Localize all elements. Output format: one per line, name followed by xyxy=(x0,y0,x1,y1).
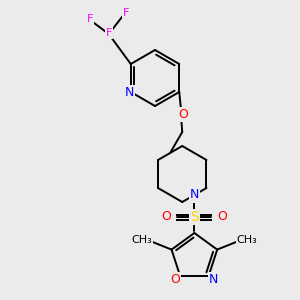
Text: O: O xyxy=(218,211,227,224)
Text: F: F xyxy=(87,14,93,24)
Text: S: S xyxy=(190,210,199,224)
Text: N: N xyxy=(209,273,218,286)
Text: CH₃: CH₃ xyxy=(131,235,152,244)
Text: O: O xyxy=(170,273,180,286)
Text: F: F xyxy=(106,28,112,38)
Text: F: F xyxy=(123,8,129,18)
Text: O: O xyxy=(178,107,188,121)
Text: N: N xyxy=(190,188,199,202)
Text: N: N xyxy=(125,85,134,98)
Text: O: O xyxy=(161,211,171,224)
Text: CH₃: CH₃ xyxy=(237,235,258,244)
